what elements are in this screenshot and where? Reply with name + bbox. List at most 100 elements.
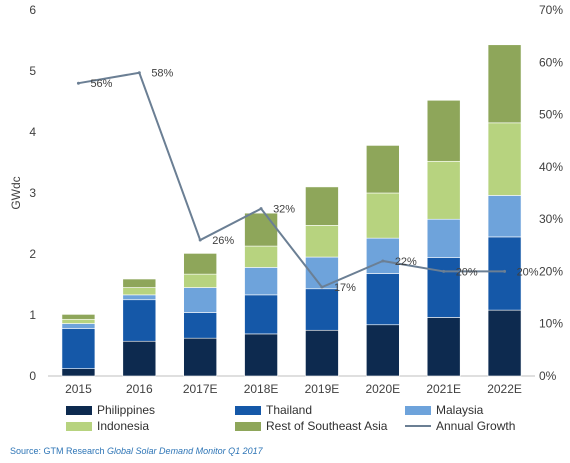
bar-segment: [305, 186, 339, 226]
bar-segment: [244, 267, 278, 296]
y2-tick-label: 40%: [539, 160, 563, 174]
y-tick-label: 5: [29, 64, 36, 78]
bar-segment: [366, 273, 400, 326]
bar-segment: [426, 99, 461, 162]
growth-data-label: 17%: [334, 282, 356, 294]
x-tick-label: 2016: [126, 382, 153, 396]
legend-swatch: [66, 421, 92, 431]
bar-segment: [61, 323, 96, 329]
growth-data-label: 20%: [456, 266, 478, 278]
legend-item-annual-growth: Annual Growth: [405, 419, 515, 433]
growth-point: [259, 207, 263, 211]
y-tick-label: 3: [29, 186, 36, 200]
legend-swatch: [66, 405, 92, 415]
bar-segment: [366, 324, 400, 377]
growth-point: [442, 269, 446, 273]
bar-segment: [61, 314, 96, 320]
legend-label: Indonesia: [97, 419, 150, 433]
y-tick-label: 6: [29, 3, 36, 17]
bar-segment: [183, 273, 217, 288]
bar-segment: [244, 212, 278, 247]
bar-segment: [183, 312, 217, 339]
legend-line-swatch: [405, 425, 431, 427]
growth-point: [503, 269, 507, 273]
bar-segment: [426, 317, 461, 377]
bar-segment: [426, 218, 461, 258]
bar-segment: [183, 337, 217, 377]
growth-data-label: 32%: [273, 204, 295, 216]
bar-segment: [487, 309, 522, 377]
bar-segment: [244, 245, 278, 268]
bar-segment: [244, 333, 278, 377]
x-tick-label: 2018E: [244, 382, 279, 396]
x-tick-label: 2017E: [183, 382, 218, 396]
y-axis-label: GWdc: [9, 176, 23, 209]
growth-point: [198, 238, 202, 242]
bar-segment: [305, 288, 339, 331]
y2-tick-label: 70%: [539, 3, 563, 17]
x-tick-label: 2019E: [305, 382, 340, 396]
legend-swatch: [235, 405, 261, 415]
y2-tick-label: 20%: [539, 264, 563, 278]
x-tick-label: 2022E: [487, 382, 522, 396]
y2-tick-label: 0%: [539, 369, 557, 383]
bar-segment: [183, 287, 217, 313]
bar-segment: [487, 122, 522, 196]
bar-segment: [366, 237, 400, 274]
legend-label: Rest of Southeast Asia: [266, 419, 388, 433]
legend-label: Malaysia: [436, 403, 484, 417]
bar-segment: [61, 328, 96, 369]
growth-data-label: 22%: [395, 256, 417, 268]
bar-segment: [305, 329, 339, 377]
legend-swatch: [405, 405, 431, 415]
bar-segment: [487, 44, 522, 124]
y-tick-label: 4: [29, 125, 36, 139]
bar-segment: [487, 236, 522, 311]
bar-segment: [366, 145, 400, 194]
bar-segment: [122, 340, 157, 377]
legend-item-malaysia: Malaysia: [405, 403, 483, 417]
y2-tick-label: 10%: [539, 317, 563, 331]
legend-item-rest-of-southeast-asia: Rest of Southeast Asia: [235, 419, 387, 433]
legend-label: Philippines: [97, 403, 156, 417]
legend-item-indonesia: Indonesia: [66, 419, 149, 433]
y-tick-label: 1: [29, 308, 36, 322]
growth-line: [78, 71, 505, 289]
source-note: Source: GTM Research Global Solar Demand…: [10, 446, 263, 456]
growth-point: [320, 285, 324, 289]
x-tick-label: 2015: [65, 382, 92, 396]
y2-tick-label: 30%: [539, 212, 563, 226]
growth-data-label: 56%: [90, 78, 112, 90]
growth-point: [381, 259, 385, 263]
growth-data-label: 26%: [212, 235, 234, 247]
bar-segment: [61, 318, 96, 324]
legend-item-philippines: Philippines: [66, 403, 155, 417]
bar-segment: [487, 195, 522, 238]
bar-segment: [426, 160, 461, 220]
x-tick-label: 2021E: [426, 382, 461, 396]
bar-segment: [183, 253, 217, 275]
bar-segment: [61, 368, 96, 377]
bar-segment: [122, 299, 157, 342]
y-tick-label: 0: [29, 369, 36, 383]
bar-segment: [122, 287, 157, 296]
source-prefix: Source: GTM Research: [10, 446, 108, 456]
legend-label: Thailand: [266, 403, 313, 417]
bar-segment: [244, 294, 278, 335]
bar-segment: [122, 294, 157, 301]
source-title: Global Solar Demand Monitor Q1 2017: [107, 446, 263, 456]
bar-segment: [122, 278, 157, 288]
legend-label: Annual Growth: [436, 419, 516, 433]
growth-point: [76, 81, 80, 85]
legend-item-thailand: Thailand: [235, 403, 312, 417]
legend: Philippines Thailand Malaysia Indonesia …: [60, 403, 530, 435]
x-tick-label: 2020E: [365, 382, 400, 396]
growth-data-label: 20%: [517, 266, 539, 278]
y-tick-label: 2: [29, 247, 36, 261]
legend-swatch: [235, 421, 261, 431]
y2-tick-label: 50%: [539, 108, 563, 122]
y2-tick-label: 60%: [539, 55, 563, 69]
bar-segment: [305, 256, 339, 290]
growth-data-label: 58%: [151, 68, 173, 80]
